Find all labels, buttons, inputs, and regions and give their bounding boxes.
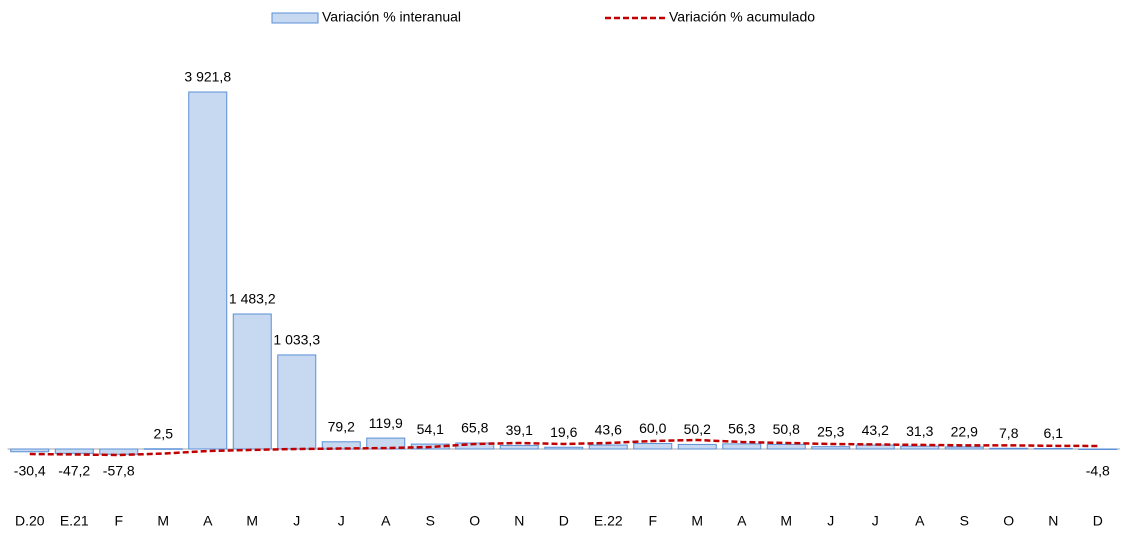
legend-label: Variación % acumulado	[669, 9, 815, 25]
data-label: 43,2	[862, 422, 889, 438]
data-label: 39,1	[506, 422, 533, 438]
x-tick-label: M	[246, 513, 258, 529]
bar	[677, 443, 717, 450]
x-tick-label: E.22	[594, 513, 623, 529]
data-label: 22,9	[951, 424, 978, 440]
data-label: 50,8	[773, 421, 800, 437]
x-tick-label: A	[915, 513, 925, 529]
x-tick-label: O	[1003, 513, 1014, 529]
legend-label: Variación % interanual	[322, 9, 461, 25]
data-label: 2,5	[154, 425, 174, 441]
x-tick-label: J	[872, 513, 879, 529]
x-tick-label: M	[157, 513, 169, 529]
x-tick-label: A	[737, 513, 747, 529]
x-tick-label: M	[691, 513, 703, 529]
data-label: -47,2	[58, 463, 90, 479]
data-label: 1 033,3	[273, 332, 320, 348]
bar	[499, 444, 539, 450]
x-tick-label: J	[827, 513, 834, 529]
x-tick-label: A	[203, 513, 213, 529]
x-tick-label: S	[960, 513, 969, 529]
data-label: 6,1	[1044, 425, 1064, 441]
x-tick-label: A	[381, 513, 391, 529]
bar	[855, 444, 895, 450]
x-tick-label: N	[514, 513, 524, 529]
x-tick-label: J	[293, 513, 300, 529]
data-label: 50,2	[684, 421, 711, 437]
data-label: 65,8	[461, 420, 488, 436]
x-tick-label: F	[114, 513, 123, 529]
data-label: 79,2	[328, 418, 355, 434]
x-tick-label: F	[648, 513, 657, 529]
data-label: 43,6	[595, 422, 622, 438]
bar	[1078, 448, 1118, 450]
bar	[588, 444, 628, 450]
bar	[633, 443, 673, 450]
legend-swatch	[271, 12, 319, 24]
bar	[232, 313, 272, 450]
bar	[900, 445, 940, 450]
data-label: -4,8	[1086, 463, 1110, 479]
x-tick-label: E.21	[60, 513, 89, 529]
x-tick-label: D	[559, 513, 569, 529]
x-tick-label: J	[338, 513, 345, 529]
data-label: 19,6	[550, 424, 577, 440]
line	[29, 438, 1098, 457]
bar	[54, 448, 94, 454]
data-label: -57,8	[103, 463, 135, 479]
bar	[143, 448, 183, 450]
bar	[766, 443, 806, 450]
data-label: 56,3	[728, 421, 755, 437]
bar	[989, 447, 1029, 450]
x-tick-label: O	[469, 513, 480, 529]
bar	[188, 91, 228, 450]
x-tick-label: M	[780, 513, 792, 529]
bar	[99, 448, 139, 455]
data-label: 25,3	[817, 423, 844, 439]
data-label: 119,9	[369, 415, 403, 431]
bar	[944, 446, 984, 450]
x-tick-label: D.20	[15, 513, 45, 529]
data-label: 31,3	[906, 423, 933, 439]
bar	[811, 446, 851, 450]
data-label: 1 483,2	[229, 291, 276, 307]
bar	[277, 354, 317, 450]
data-label: 3 921,8	[184, 69, 231, 85]
bar	[544, 446, 584, 450]
x-tick-label: S	[426, 513, 435, 529]
data-label: 7,8	[999, 425, 1019, 441]
bar	[722, 443, 762, 450]
bar	[1033, 447, 1073, 450]
data-label: 60,0	[639, 420, 666, 436]
bar	[10, 448, 50, 453]
data-label: -30,4	[14, 463, 46, 479]
data-label: 54,1	[417, 421, 444, 437]
x-tick-label: N	[1048, 513, 1058, 529]
x-tick-label: D	[1093, 513, 1103, 529]
